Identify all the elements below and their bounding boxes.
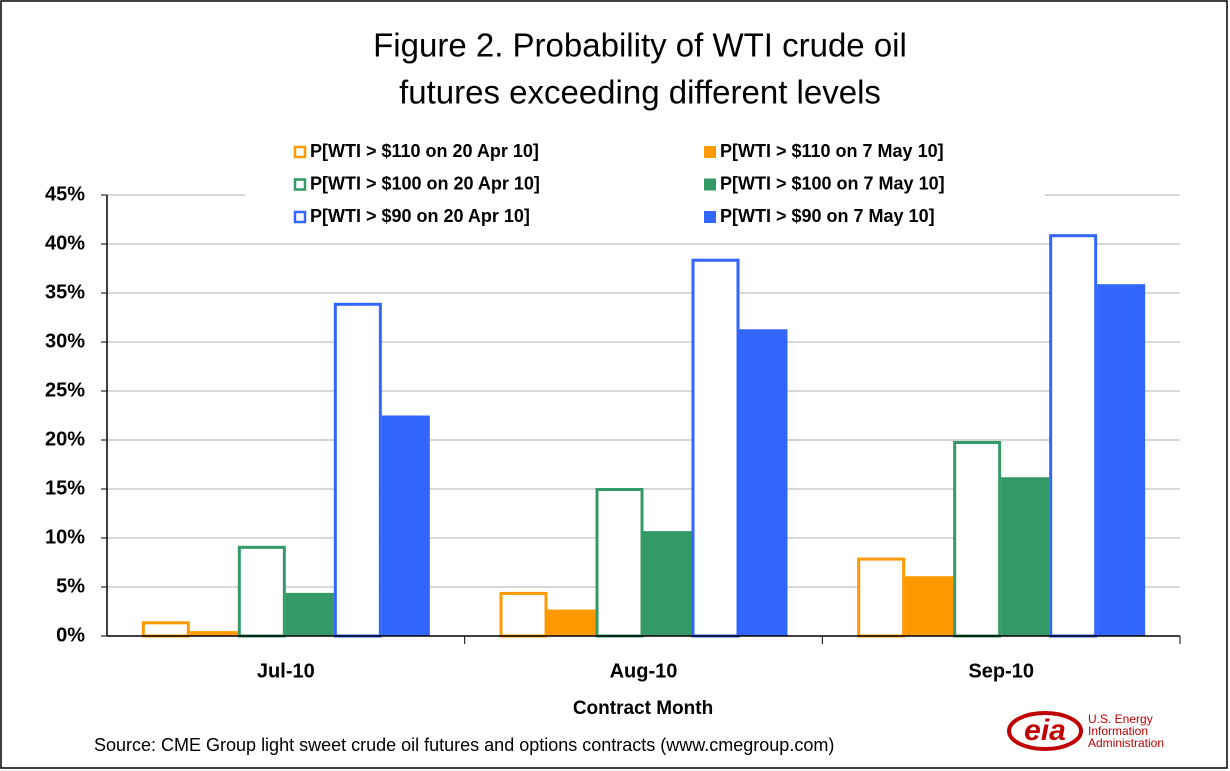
y-tick-label: 30% bbox=[45, 330, 85, 352]
chart-title: Figure 2. Probability of WTI crude oil bbox=[373, 27, 907, 64]
bar bbox=[237, 545, 286, 638]
legend-background bbox=[245, 136, 1045, 234]
legend-label: P[WTI > $90 on 20 Apr 10] bbox=[310, 206, 530, 226]
legend-swatch bbox=[704, 146, 716, 158]
logo-text: Administration bbox=[1088, 736, 1164, 750]
source: Source: CME Group light sweet crude oil … bbox=[94, 735, 834, 755]
legend-label: P[WTI > $90 on 7 May 10] bbox=[720, 206, 935, 226]
legend-label: P[WTI > $110 on 20 Apr 10] bbox=[310, 141, 539, 161]
legend-label: P[WTI > $100 on 7 May 10] bbox=[720, 173, 945, 193]
x-axis-label: Contract Month bbox=[573, 698, 713, 719]
y-tick-label: 5% bbox=[56, 575, 85, 597]
bar bbox=[691, 258, 740, 638]
logo-text: U.S. Energy bbox=[1088, 712, 1153, 726]
bar bbox=[141, 621, 190, 638]
bar bbox=[643, 531, 692, 636]
legend-swatch bbox=[293, 145, 307, 159]
bar bbox=[857, 557, 906, 638]
bar bbox=[953, 440, 1002, 638]
x-tick-label: Jul-10 bbox=[257, 660, 315, 682]
x-tick-label: Aug-10 bbox=[610, 660, 678, 682]
logo-ring bbox=[1007, 711, 1083, 751]
y-tick-label: 20% bbox=[45, 428, 85, 450]
legend-swatch bbox=[704, 178, 716, 191]
logo-mark: eia bbox=[1024, 714, 1066, 747]
y-tick-label: 0% bbox=[56, 624, 85, 646]
y-tick-label: 40% bbox=[45, 232, 85, 254]
y-tick-label: 10% bbox=[45, 526, 85, 548]
legend-swatch bbox=[293, 210, 307, 224]
bar bbox=[381, 415, 430, 636]
legend-label: P[WTI > $110 on 7 May 10] bbox=[720, 141, 944, 161]
y-tick-label: 35% bbox=[45, 281, 85, 303]
y-tick-label: 15% bbox=[45, 477, 85, 499]
y-tick-label: 25% bbox=[45, 379, 85, 401]
x-tick-label: Sep-10 bbox=[968, 660, 1034, 682]
bar bbox=[905, 576, 954, 636]
legend-swatch bbox=[293, 178, 307, 191]
bar bbox=[1049, 234, 1098, 638]
bar bbox=[595, 488, 644, 638]
logo: eia U.S. Energy Information Administrati… bbox=[1007, 711, 1164, 751]
bar bbox=[285, 592, 334, 636]
bar bbox=[499, 591, 548, 638]
bar bbox=[189, 631, 238, 636]
y-tick-label: 45% bbox=[45, 183, 85, 205]
bar bbox=[547, 609, 596, 636]
legend-swatch bbox=[704, 211, 716, 223]
bar bbox=[333, 302, 382, 638]
legend-label: P[WTI > $100 on 20 Apr 10] bbox=[310, 173, 540, 193]
bar bbox=[1097, 284, 1146, 636]
logo-text: Information bbox=[1088, 724, 1148, 738]
bar bbox=[739, 329, 788, 636]
chart-title: futures exceeding different levels bbox=[399, 74, 881, 111]
bar bbox=[1001, 477, 1050, 636]
